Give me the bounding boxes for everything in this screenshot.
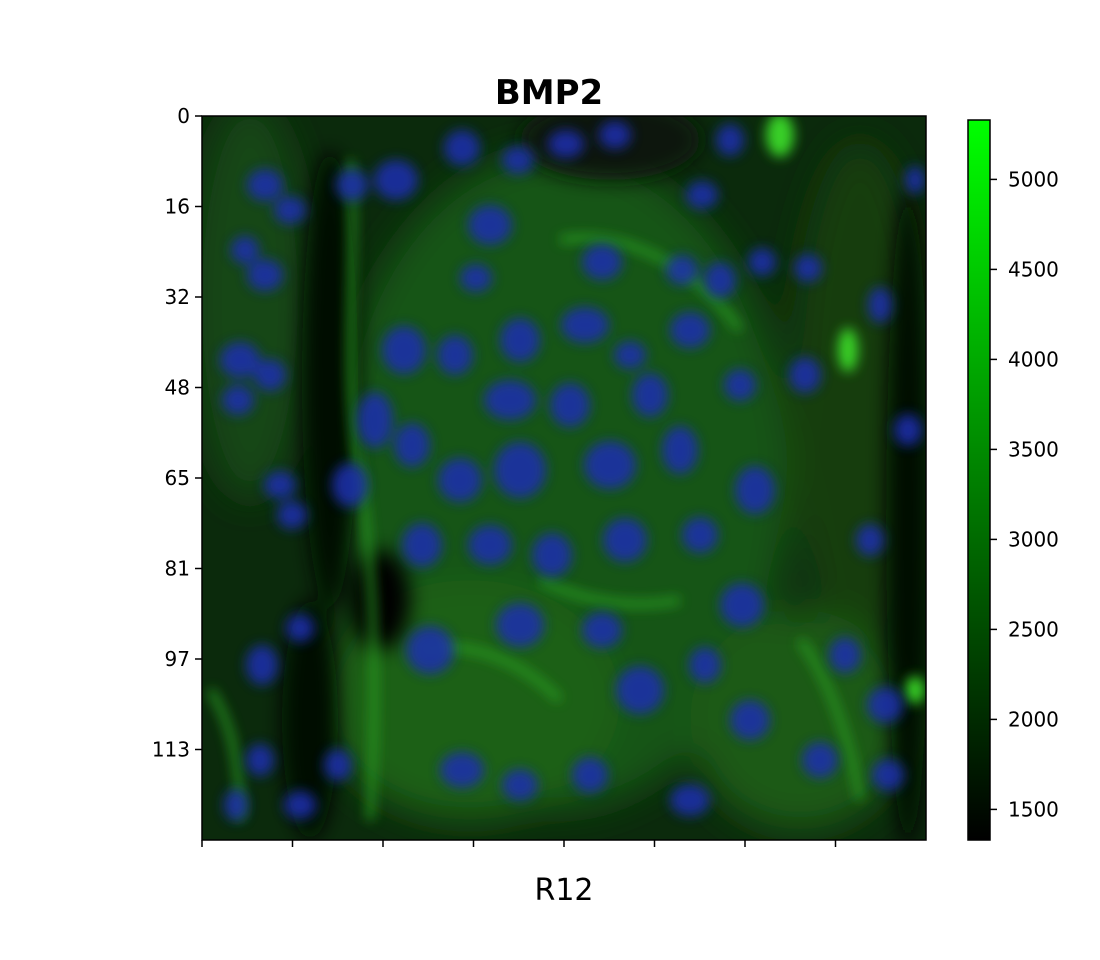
y-tick-label: 97	[165, 647, 190, 671]
colorbar-tick-label: 4000	[1008, 347, 1059, 371]
microscopy-image	[202, 116, 926, 840]
colorbar-tick-label: 2500	[1008, 617, 1059, 641]
colorbar-ticks: 1500 2000 2500 3000 3500 4000 4500 5000	[990, 167, 1059, 821]
plot-title: BMP2	[495, 73, 603, 113]
colorbar-tick-label: 5000	[1008, 167, 1059, 191]
y-tick-label: 65	[165, 466, 190, 490]
colorbar-tick-label: 3000	[1008, 527, 1059, 551]
y-tick-label: 0	[177, 104, 190, 128]
y-tick-label: 81	[165, 557, 190, 581]
y-tick-label: 32	[165, 285, 190, 309]
y-tick-label: 48	[165, 376, 190, 400]
colorbar	[967, 119, 991, 841]
y-axis: 0 16 32 48 65 81 97 113	[152, 104, 202, 762]
x-axis-label: R12	[534, 873, 593, 908]
x-axis	[201, 840, 837, 847]
colorbar-tick-label: 4500	[1008, 257, 1059, 281]
colorbar-tick-label: 1500	[1008, 797, 1059, 821]
y-tick-label: 113	[152, 738, 190, 762]
colorbar-tick-label: 2000	[1008, 707, 1059, 731]
colorbar-tick-label: 3500	[1008, 437, 1059, 461]
y-tick-label: 16	[165, 195, 190, 219]
